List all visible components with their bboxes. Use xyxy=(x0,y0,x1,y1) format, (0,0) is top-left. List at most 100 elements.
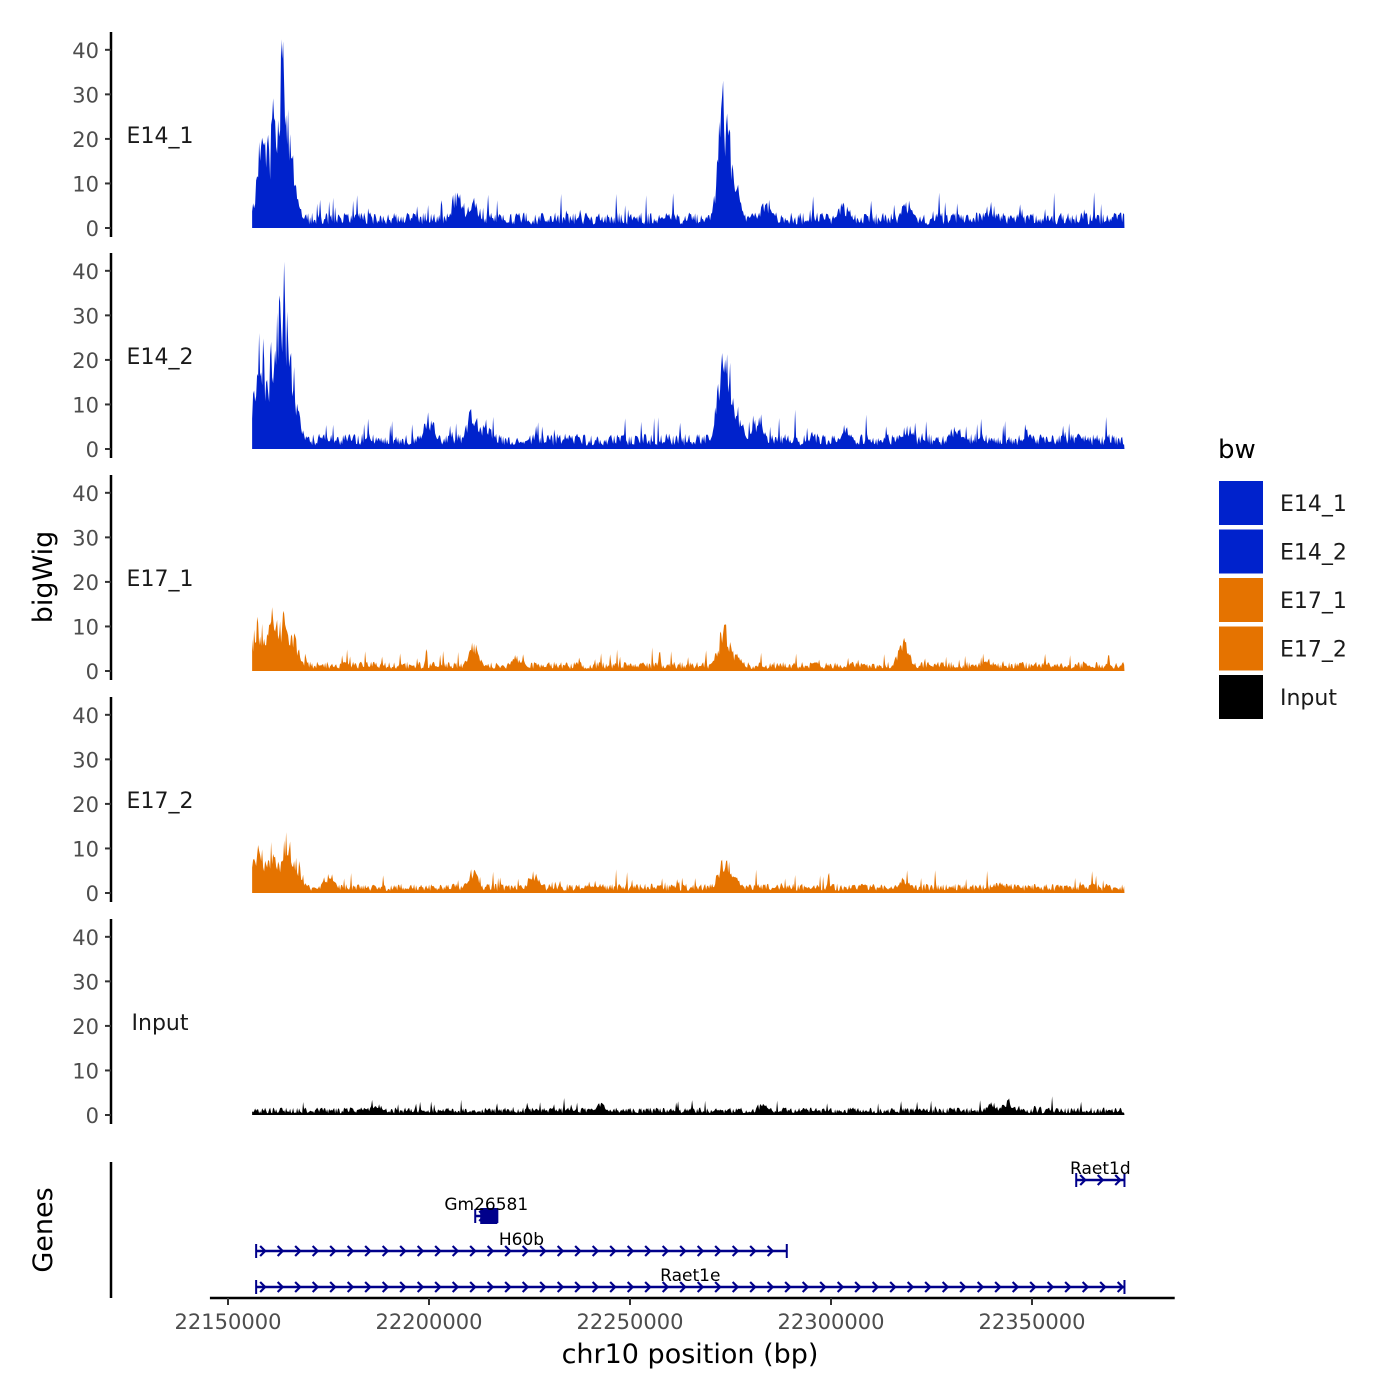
strand-arrow xyxy=(1046,1281,1055,1293)
x-tick-label: 22200000 xyxy=(376,1310,483,1334)
strand-arrow xyxy=(1011,1281,1020,1293)
legend-swatch xyxy=(1219,529,1263,574)
strand-arrow xyxy=(1099,1281,1107,1293)
signal-area-Input xyxy=(252,1096,1125,1115)
strand-arrow xyxy=(854,1281,862,1293)
gene-Raet1d: Raet1d xyxy=(1070,1159,1131,1187)
strand-arrow xyxy=(906,1281,915,1293)
y-tick-label: 30 xyxy=(72,526,99,550)
strand-arrow xyxy=(504,1281,512,1293)
track-label: E14_1 xyxy=(127,124,194,149)
y-tick-label: 30 xyxy=(72,304,99,328)
x-tick-label: 22300000 xyxy=(778,1310,885,1334)
x-tick-label: 22250000 xyxy=(577,1310,684,1334)
legend-swatch xyxy=(1219,481,1263,525)
strand-arrow xyxy=(696,1245,705,1257)
strand-arrow xyxy=(311,1245,320,1257)
strand-arrow xyxy=(451,1281,460,1293)
strand-arrow xyxy=(381,1281,390,1293)
gene-label: Gm26581 xyxy=(444,1195,528,1215)
legend-label: Input xyxy=(1280,686,1337,711)
strand-arrow xyxy=(766,1281,775,1293)
strand-arrow xyxy=(521,1245,530,1257)
strand-arrow xyxy=(416,1281,425,1293)
legend-swatch xyxy=(1219,578,1263,622)
strand-arrow xyxy=(714,1281,722,1293)
signal-area-E14_1 xyxy=(252,39,1125,229)
y-tick-label: 30 xyxy=(72,748,99,772)
strand-arrow xyxy=(276,1281,285,1293)
strand-arrow xyxy=(591,1281,600,1293)
strand-arrow xyxy=(941,1281,950,1293)
strand-arrow xyxy=(994,1281,1002,1293)
gene-label: Raet1e xyxy=(660,1266,720,1286)
strand-arrow xyxy=(556,1245,565,1257)
y-tick-label: 40 xyxy=(72,482,99,506)
gene-label: Raet1d xyxy=(1070,1159,1131,1179)
signal-tracks: 0 10 20 30 40 E14_1 0 10 20 30 40 E14_2 0 10 20 30 40 E17… xyxy=(72,32,1125,1128)
signal-area-E17_1 xyxy=(252,607,1125,671)
strand-arrow xyxy=(486,1245,495,1257)
y-tick-label: 20 xyxy=(72,128,99,152)
strand-arrow xyxy=(329,1281,337,1293)
strand-arrow xyxy=(784,1281,792,1293)
strand-arrow xyxy=(1029,1281,1037,1293)
strand-arrow xyxy=(819,1281,827,1293)
legend-item-E17_1: E17_1 xyxy=(1219,578,1347,622)
y-tick-label: 0 xyxy=(86,882,99,906)
track-E14_1: 0 10 20 30 40 E14_1 xyxy=(72,32,1125,241)
y-tick-label: 10 xyxy=(72,1059,99,1083)
gene-label: H60b xyxy=(499,1230,544,1250)
legend-item-E14_2: E14_2 xyxy=(1219,529,1347,574)
strand-arrow xyxy=(871,1281,880,1293)
strand-arrow xyxy=(434,1245,442,1257)
strand-arrow xyxy=(661,1245,670,1257)
strand-arrow xyxy=(836,1281,845,1293)
strand-arrow xyxy=(976,1281,985,1293)
strand-arrow xyxy=(959,1281,967,1293)
strand-arrow xyxy=(504,1245,512,1257)
signal-area-E17_2 xyxy=(252,832,1125,893)
strand-arrow xyxy=(766,1245,775,1257)
gene-Raet1e: Raet1e xyxy=(255,1266,1126,1294)
strand-arrow xyxy=(399,1245,407,1257)
strand-arrow xyxy=(381,1245,390,1257)
y-tick-label: 20 xyxy=(72,1015,99,1039)
gene-H60b: H60b xyxy=(255,1230,788,1258)
y-tick-label: 10 xyxy=(72,615,99,639)
legend-item-E14_1: E14_1 xyxy=(1219,481,1347,525)
strand-arrow xyxy=(364,1281,372,1293)
strand-arrow xyxy=(644,1245,652,1257)
strand-arrow xyxy=(259,1245,267,1257)
strand-arrow xyxy=(679,1245,687,1257)
gene-Gm26581: Gm26581 xyxy=(444,1195,528,1224)
strand-arrow xyxy=(311,1281,320,1293)
strand-arrow xyxy=(626,1245,635,1257)
strand-arrow xyxy=(574,1245,582,1257)
track-E17_1: 0 10 20 30 40 E17_1 xyxy=(72,475,1125,684)
strand-arrow xyxy=(679,1281,687,1293)
strand-arrow xyxy=(329,1245,337,1257)
y-tick-label: 20 xyxy=(72,793,99,817)
y-tick-label: 30 xyxy=(72,83,99,107)
y-tick-label: 20 xyxy=(72,571,99,595)
legend: bw E14_1 E14_2 E17_1 E17_2 Input xyxy=(1218,435,1347,719)
y-tick-label: 10 xyxy=(72,837,99,861)
y-tick-label: 40 xyxy=(72,926,99,950)
y-tick-label: 0 xyxy=(86,438,99,462)
strand-arrow xyxy=(731,1245,740,1257)
strand-arrow xyxy=(294,1281,302,1293)
legend-label: E17_1 xyxy=(1280,589,1347,614)
strand-arrow xyxy=(346,1245,355,1257)
strand-arrow xyxy=(416,1245,425,1257)
strand-arrow xyxy=(1114,1174,1122,1186)
strand-arrow xyxy=(661,1281,670,1293)
track-E14_2: 0 10 20 30 40 E14_2 xyxy=(72,253,1125,462)
legend-swatch xyxy=(1219,675,1263,719)
legend-label: E14_2 xyxy=(1280,541,1347,566)
track-E17_2: 0 10 20 30 40 E17_2 xyxy=(72,697,1125,906)
strand-arrow xyxy=(609,1245,617,1257)
strand-arrow xyxy=(644,1281,652,1293)
y-tick-label: 30 xyxy=(72,970,99,994)
